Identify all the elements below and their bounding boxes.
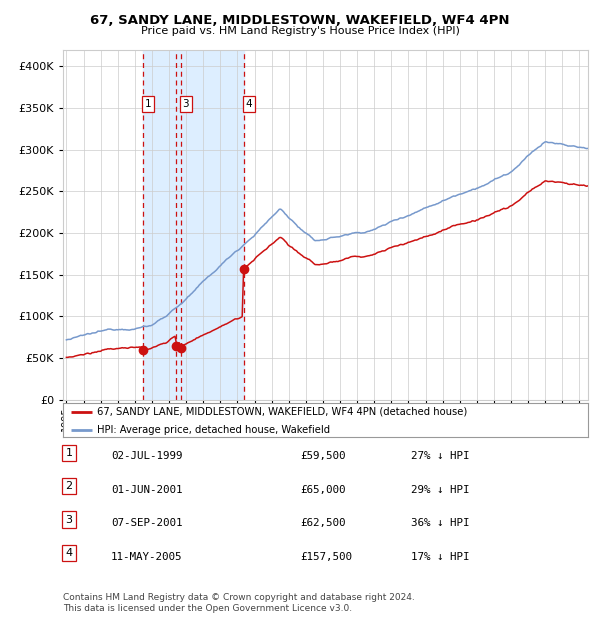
Text: 67, SANDY LANE, MIDDLESTOWN, WAKEFIELD, WF4 4PN (detached house): 67, SANDY LANE, MIDDLESTOWN, WAKEFIELD, … — [97, 407, 467, 417]
Text: 2: 2 — [65, 481, 73, 491]
Text: 29% ↓ HPI: 29% ↓ HPI — [411, 485, 470, 495]
Text: Contains HM Land Registry data © Crown copyright and database right 2024.
This d: Contains HM Land Registry data © Crown c… — [63, 593, 415, 613]
Text: £59,500: £59,500 — [300, 451, 346, 461]
Text: £157,500: £157,500 — [300, 552, 352, 562]
Text: 4: 4 — [245, 99, 252, 109]
Text: £62,500: £62,500 — [300, 518, 346, 528]
Text: £65,000: £65,000 — [300, 485, 346, 495]
Text: 4: 4 — [65, 548, 73, 558]
Bar — [143, 50, 244, 400]
Text: 01-JUN-2001: 01-JUN-2001 — [111, 485, 182, 495]
Text: 1: 1 — [145, 99, 152, 109]
Text: 02-JUL-1999: 02-JUL-1999 — [111, 451, 182, 461]
Text: 3: 3 — [65, 515, 73, 525]
Text: 3: 3 — [182, 99, 189, 109]
Text: 1: 1 — [65, 448, 73, 458]
Text: HPI: Average price, detached house, Wakefield: HPI: Average price, detached house, Wake… — [97, 425, 330, 435]
Text: 36% ↓ HPI: 36% ↓ HPI — [411, 518, 470, 528]
Text: Price paid vs. HM Land Registry's House Price Index (HPI): Price paid vs. HM Land Registry's House … — [140, 26, 460, 36]
Text: 11-MAY-2005: 11-MAY-2005 — [111, 552, 182, 562]
Text: 17% ↓ HPI: 17% ↓ HPI — [411, 552, 470, 562]
Text: 07-SEP-2001: 07-SEP-2001 — [111, 518, 182, 528]
Text: 67, SANDY LANE, MIDDLESTOWN, WAKEFIELD, WF4 4PN: 67, SANDY LANE, MIDDLESTOWN, WAKEFIELD, … — [90, 14, 510, 27]
Text: 27% ↓ HPI: 27% ↓ HPI — [411, 451, 470, 461]
